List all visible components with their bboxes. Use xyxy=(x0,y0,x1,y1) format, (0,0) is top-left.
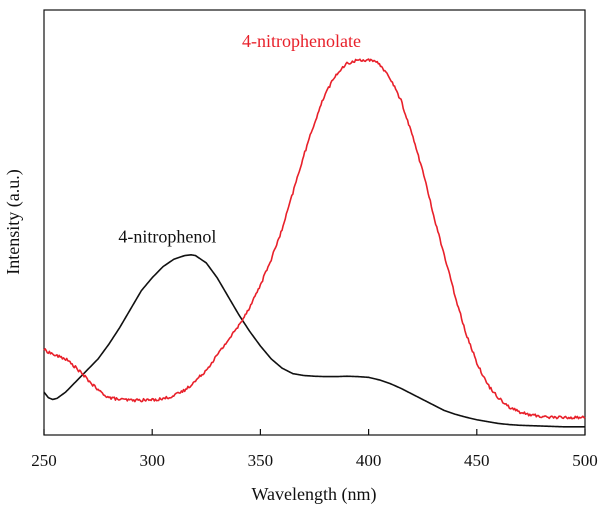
y-axis-label: Intensity (a.u.) xyxy=(3,169,24,274)
x-tick-label: 350 xyxy=(248,451,274,470)
annotation-layer: 4-nitrophenol 4-nitrophenolate xyxy=(118,31,361,247)
x-tick-label: 300 xyxy=(139,451,165,470)
x-tick-label: 400 xyxy=(356,451,382,470)
x-axis-label: Wavelength (nm) xyxy=(251,484,376,505)
x-tick-label: 250 xyxy=(31,451,57,470)
x-tick-label: 450 xyxy=(464,451,490,470)
x-axis-ticks: 250 300 350 400 450 500 xyxy=(31,429,598,470)
series-line-nitrophenol xyxy=(43,254,585,428)
plot-area xyxy=(43,9,586,436)
series-label-nitrophenolate: 4-nitrophenolate xyxy=(242,31,361,51)
series-line-nitrophenolate xyxy=(43,58,586,420)
series-label-nitrophenol: 4-nitrophenol xyxy=(118,227,216,247)
plot-frame xyxy=(43,9,586,436)
series-layer xyxy=(43,58,586,428)
x-tick-label: 500 xyxy=(572,451,598,470)
